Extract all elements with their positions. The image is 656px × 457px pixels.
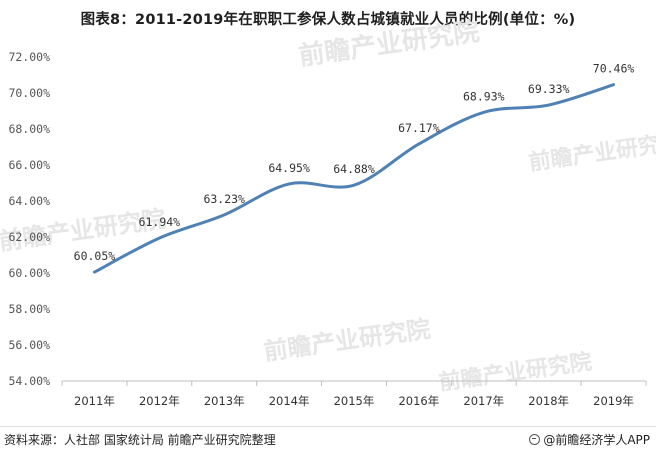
watermark-text: 前瞻产业研究院 — [262, 315, 432, 366]
data-point — [612, 83, 616, 87]
watermark-text: 前瞻产业研究院 — [297, 16, 482, 72]
y-tick-label: 62.00% — [8, 230, 50, 244]
y-tick-label: 60.00% — [8, 266, 50, 280]
data-label: 68.93% — [463, 89, 505, 103]
data-point — [482, 110, 486, 114]
data-label: 64.88% — [333, 162, 375, 176]
y-axis: 54.00% 56.00% 58.00% 60.00% 62.00% 64.00% 66.0… — [8, 50, 50, 388]
y-tick-label: 56.00% — [8, 338, 50, 352]
data-point — [547, 103, 551, 107]
x-tick-label: 2014年 — [269, 394, 310, 408]
x-tick-label: 2012年 — [139, 394, 180, 408]
data-label: 70.46% — [593, 62, 635, 76]
data-label: 60.05% — [74, 249, 116, 263]
y-tick-label: 68.00% — [8, 122, 50, 136]
x-axis: 2011年 2012年 2013年 2014年 2015年 2016年 2017年 2018年… — [61, 381, 647, 408]
x-tick-label: 2011年 — [74, 394, 115, 408]
data-label: 69.33% — [528, 82, 570, 96]
brand-credit: @前瞻经济学人APP — [529, 431, 650, 448]
watermark-text: 前瞻产业研究院 — [527, 129, 656, 176]
data-point — [222, 213, 226, 217]
data-point — [352, 183, 356, 187]
data-point — [157, 236, 161, 240]
x-tick-label: 2015年 — [334, 394, 375, 408]
chart-title: 图表8：2011-2019年在职职工参保人数占城镇就业人员的比例(单位：%) — [80, 12, 576, 28]
footer-divider — [0, 426, 656, 427]
y-tick-label: 66.00% — [8, 158, 50, 172]
brand-logo-icon — [529, 434, 541, 445]
brand-credit-text: @前瞻经济学人APP — [543, 433, 650, 447]
x-tick-label: 2016年 — [398, 394, 439, 408]
data-label: 64.95% — [268, 161, 310, 175]
y-tick-label: 54.00% — [8, 374, 50, 388]
series-line-participation-rate — [92, 83, 616, 274]
x-tick-label: 2013年 — [204, 394, 245, 408]
y-tick-label: 64.00% — [8, 194, 50, 208]
x-tick-label: 2019年 — [593, 394, 634, 408]
data-label: 67.17% — [398, 121, 440, 135]
data-point — [92, 270, 96, 274]
data-point — [287, 182, 291, 186]
y-tick-label: 72.00% — [8, 50, 50, 64]
data-label: 61.94% — [139, 215, 181, 229]
y-tick-label: 58.00% — [8, 302, 50, 316]
watermark-text: 前瞻产业研究院 — [437, 349, 593, 396]
y-tick-label: 70.00% — [8, 86, 50, 100]
x-tick-label: 2018年 — [528, 394, 569, 408]
x-tick-label: 2017年 — [463, 394, 504, 408]
data-point — [417, 142, 421, 146]
data-label: 63.23% — [203, 192, 245, 206]
data-labels: 60.05% 61.94% 63.23% 64.95% 64.88% 67.17% 68.9… — [74, 62, 635, 274]
source-note: 资料来源：人社部 国家统计局 前瞻产业研究院整理 — [4, 433, 276, 447]
